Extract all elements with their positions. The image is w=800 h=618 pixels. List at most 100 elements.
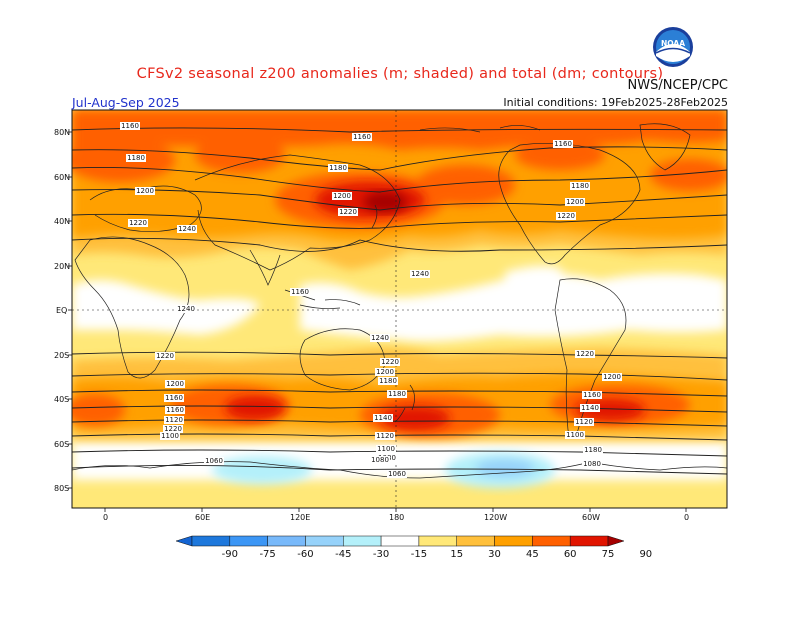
- lon-label: 120E: [290, 513, 310, 522]
- svg-text:1220: 1220: [576, 350, 594, 358]
- lat-label: 40N: [54, 217, 70, 226]
- contour-label: 1120: [164, 416, 184, 424]
- svg-text:1180: 1180: [571, 182, 589, 190]
- svg-text:1180: 1180: [379, 377, 397, 385]
- contour-label: 1060: [387, 470, 407, 478]
- contour-label: 1240: [176, 305, 196, 313]
- agency-label: NWS/NCEP/CPC: [627, 78, 728, 93]
- contour-label: 1080: [582, 460, 602, 468]
- colorbar-label: -75: [259, 549, 275, 560]
- svg-text:1060: 1060: [205, 457, 223, 465]
- colorbar-swatch: [532, 535, 571, 547]
- svg-text:1200: 1200: [566, 198, 584, 206]
- colorbar-label: -60: [297, 549, 313, 560]
- contour-label: 1220: [128, 219, 148, 227]
- svg-text:1200: 1200: [333, 192, 351, 200]
- contour-label: 1160: [165, 406, 185, 414]
- svg-text:1120: 1120: [165, 416, 183, 424]
- contour-label: 1160: [352, 133, 372, 141]
- colorbar-label: 15: [450, 549, 463, 560]
- contour-label: 1240: [177, 225, 197, 233]
- contour-label: 1140: [373, 414, 393, 422]
- axis-ticks: [68, 131, 687, 512]
- contour-label: 1240: [410, 270, 430, 278]
- contour-label: 1160: [164, 394, 184, 402]
- contour-label: 1180: [126, 154, 146, 162]
- season-label: Jul-Aug-Sep 2025: [72, 95, 180, 110]
- contour-label: 1080: [370, 456, 390, 464]
- contour-label: 1220: [155, 352, 175, 360]
- lon-label: 60E: [195, 513, 210, 522]
- svg-text:1220: 1220: [164, 425, 182, 433]
- lon-label: 60W: [582, 513, 600, 522]
- contour-label: 1180: [328, 164, 348, 172]
- noaa-logo: NOAA: [653, 27, 693, 67]
- svg-text:1100: 1100: [161, 432, 179, 440]
- svg-text:1200: 1200: [136, 187, 154, 195]
- colorbar-swatch: [456, 535, 495, 547]
- colorbar-arrow-right: [607, 535, 625, 547]
- lon-label: 0: [684, 513, 689, 522]
- contour-label: 1100: [565, 431, 585, 439]
- svg-text:1080: 1080: [371, 456, 389, 464]
- contour-label: 1060: [204, 457, 224, 465]
- svg-text:1220: 1220: [557, 212, 575, 220]
- contour-labels: 1160116011601180118012001200122012201240…: [120, 122, 622, 478]
- svg-text:1140: 1140: [581, 404, 599, 412]
- svg-text:1160: 1160: [121, 122, 139, 130]
- svg-text:1240: 1240: [371, 334, 389, 342]
- svg-text:1100: 1100: [566, 431, 584, 439]
- contour-label: 1100: [160, 432, 180, 440]
- svg-text:1160: 1160: [554, 140, 572, 148]
- contour-label: 1160: [553, 140, 573, 148]
- colorbar-label: -30: [373, 549, 389, 560]
- svg-text:1180: 1180: [127, 154, 145, 162]
- colorbar-swatch: [418, 535, 457, 547]
- contour-label: 1180: [570, 182, 590, 190]
- colorbar-label: 75: [602, 549, 615, 560]
- colorbar-label: -90: [222, 549, 238, 560]
- contour-label: 1220: [380, 358, 400, 366]
- lat-label: 60S: [54, 440, 69, 449]
- svg-text:1240: 1240: [411, 270, 429, 278]
- lon-label: 0: [103, 513, 108, 522]
- contour-label: 1200: [565, 198, 585, 206]
- lon-label: 180: [389, 513, 404, 522]
- svg-text:1180: 1180: [388, 390, 406, 398]
- contour-label: 1200: [332, 192, 352, 200]
- contour-label: 1140: [580, 404, 600, 412]
- contour-label: 1200: [135, 187, 155, 195]
- colorbar-swatch: [267, 535, 306, 547]
- svg-text:1180: 1180: [584, 446, 602, 454]
- svg-text:1160: 1160: [166, 406, 184, 414]
- colorbar-label: -45: [335, 549, 351, 560]
- contour-label: 1200: [375, 368, 395, 376]
- colorbar-swatch: [305, 535, 344, 547]
- coastlines: [72, 123, 727, 479]
- svg-text:1240: 1240: [178, 225, 196, 233]
- svg-text:1160: 1160: [165, 394, 183, 402]
- contour-label: 1220: [163, 425, 183, 433]
- contour-label: 1100: [376, 445, 396, 453]
- colorbar-arrow-left: [175, 535, 193, 547]
- contour-label: 1120: [375, 432, 395, 440]
- contour-label: 1160: [290, 288, 310, 296]
- colorbar-label: 30: [488, 549, 501, 560]
- svg-text:1120: 1120: [575, 418, 593, 426]
- longitude-labels: 0 60E 120E 180 120W 60W 0: [103, 513, 689, 522]
- lat-label: EQ: [56, 306, 67, 315]
- svg-text:1240: 1240: [177, 305, 195, 313]
- svg-text:1220: 1220: [339, 208, 357, 216]
- contour-label: 1160: [582, 391, 602, 399]
- colorbar-swatch: [343, 535, 382, 547]
- colorbar-swatch: [191, 535, 231, 547]
- latitude-labels: 80N 60N 40N 20N EQ 20S 40S 60S 80S: [54, 128, 70, 493]
- colorbar-label: 45: [526, 549, 539, 560]
- svg-text:1160: 1160: [583, 391, 601, 399]
- svg-text:1060: 1060: [388, 470, 406, 478]
- svg-text:1160: 1160: [291, 288, 309, 296]
- svg-text:1120: 1120: [376, 432, 394, 440]
- lat-label: 20N: [54, 262, 70, 271]
